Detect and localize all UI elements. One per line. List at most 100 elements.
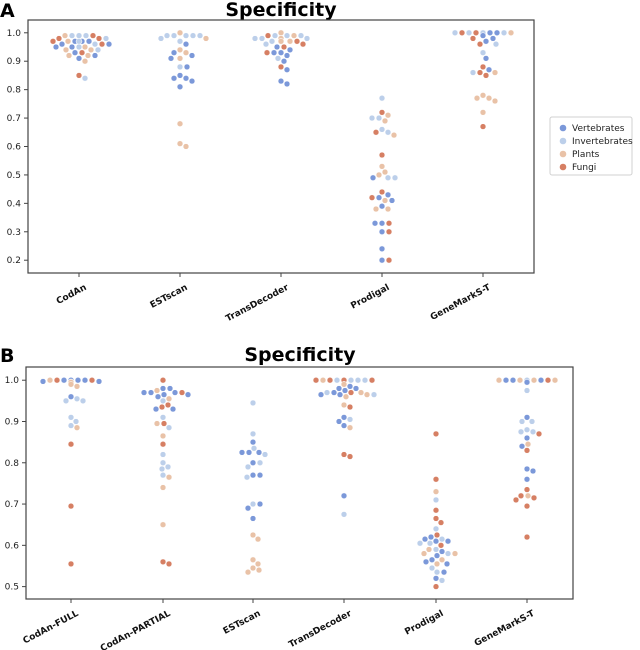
data-point xyxy=(323,389,331,396)
data-point xyxy=(517,492,525,499)
data-point xyxy=(537,377,545,384)
y-tick-label: 0.7 xyxy=(7,114,21,124)
data-point xyxy=(476,41,484,48)
y-tick-label: 0.2 xyxy=(7,256,21,266)
data-point xyxy=(65,52,73,59)
data-point xyxy=(368,114,376,122)
data-point xyxy=(433,531,441,539)
legend-marker xyxy=(559,137,567,145)
data-point xyxy=(465,29,473,36)
data-point xyxy=(67,560,75,568)
data-point xyxy=(196,32,204,39)
legend-label: Plants xyxy=(572,150,600,160)
data-point xyxy=(262,41,270,48)
data-point xyxy=(372,129,380,136)
data-point xyxy=(385,257,393,264)
data-point xyxy=(378,257,386,264)
legend-box xyxy=(549,116,633,176)
data-point xyxy=(67,381,75,388)
data-point xyxy=(67,393,75,400)
data-point xyxy=(159,441,167,448)
data-point xyxy=(160,391,168,398)
data-point xyxy=(159,385,167,392)
data-point xyxy=(176,83,184,90)
data-point xyxy=(251,35,259,42)
data-point xyxy=(274,55,282,62)
data-point xyxy=(158,403,166,411)
data-point xyxy=(255,449,263,456)
data-point xyxy=(176,140,184,147)
data-point xyxy=(432,546,440,553)
data-point xyxy=(312,377,320,384)
data-point xyxy=(264,32,272,39)
data-point xyxy=(479,109,487,116)
y-tick-label: 0.7 xyxy=(5,500,19,510)
data-point xyxy=(440,569,448,576)
data-point xyxy=(79,397,87,405)
data-point xyxy=(52,43,60,51)
data-point xyxy=(437,542,445,549)
data-point xyxy=(256,500,264,508)
data-point xyxy=(176,120,184,127)
data-point xyxy=(432,525,440,532)
data-point xyxy=(495,377,503,384)
data-point xyxy=(378,126,386,133)
y-tick-label: 1.0 xyxy=(7,29,22,39)
data-point xyxy=(368,377,376,384)
data-point xyxy=(438,556,446,563)
data-point xyxy=(271,32,279,39)
data-point xyxy=(244,463,252,471)
data-point xyxy=(523,379,531,386)
data-point xyxy=(286,46,294,53)
data-point xyxy=(171,389,179,396)
data-point xyxy=(369,174,377,181)
plot-frame xyxy=(25,366,574,600)
data-point xyxy=(188,77,196,85)
data-point xyxy=(249,438,257,446)
data-point xyxy=(81,43,89,51)
data-point xyxy=(378,95,386,102)
data-point xyxy=(85,38,93,45)
data-point xyxy=(75,72,83,79)
data-point xyxy=(62,46,70,53)
data-point xyxy=(290,32,298,39)
data-point xyxy=(378,188,386,196)
data-point xyxy=(277,38,285,45)
data-point xyxy=(530,377,538,384)
x-tick-label: ESTscan xyxy=(149,283,190,311)
data-point xyxy=(61,32,69,39)
data-point xyxy=(71,49,79,56)
data-point xyxy=(73,395,81,402)
data-point xyxy=(182,32,190,39)
data-point xyxy=(433,560,441,568)
data-point xyxy=(368,194,376,201)
data-point xyxy=(378,151,386,159)
chart-title-a: Specificity xyxy=(225,0,337,21)
data-point xyxy=(202,35,210,42)
data-point xyxy=(75,55,83,62)
chart-title-b: Specificity xyxy=(244,344,356,366)
data-point xyxy=(346,416,354,423)
data-point xyxy=(182,75,190,82)
data-point xyxy=(105,41,113,48)
data-point xyxy=(500,29,508,36)
data-point xyxy=(280,58,288,65)
data-point xyxy=(523,434,531,442)
data-point xyxy=(244,505,252,512)
data-point xyxy=(523,465,531,473)
data-point xyxy=(340,414,348,421)
data-point xyxy=(391,174,399,181)
data-point xyxy=(381,168,389,176)
data-point xyxy=(75,32,83,39)
data-point xyxy=(347,389,355,396)
data-point xyxy=(493,29,501,36)
data-point xyxy=(528,418,536,425)
data-point xyxy=(523,476,531,483)
data-point xyxy=(102,35,110,42)
data-point xyxy=(432,496,440,504)
data-point xyxy=(277,29,285,36)
data-point xyxy=(523,502,531,510)
y-tick-label: 0.5 xyxy=(7,171,21,181)
data-point xyxy=(283,52,291,59)
data-point xyxy=(422,558,430,565)
